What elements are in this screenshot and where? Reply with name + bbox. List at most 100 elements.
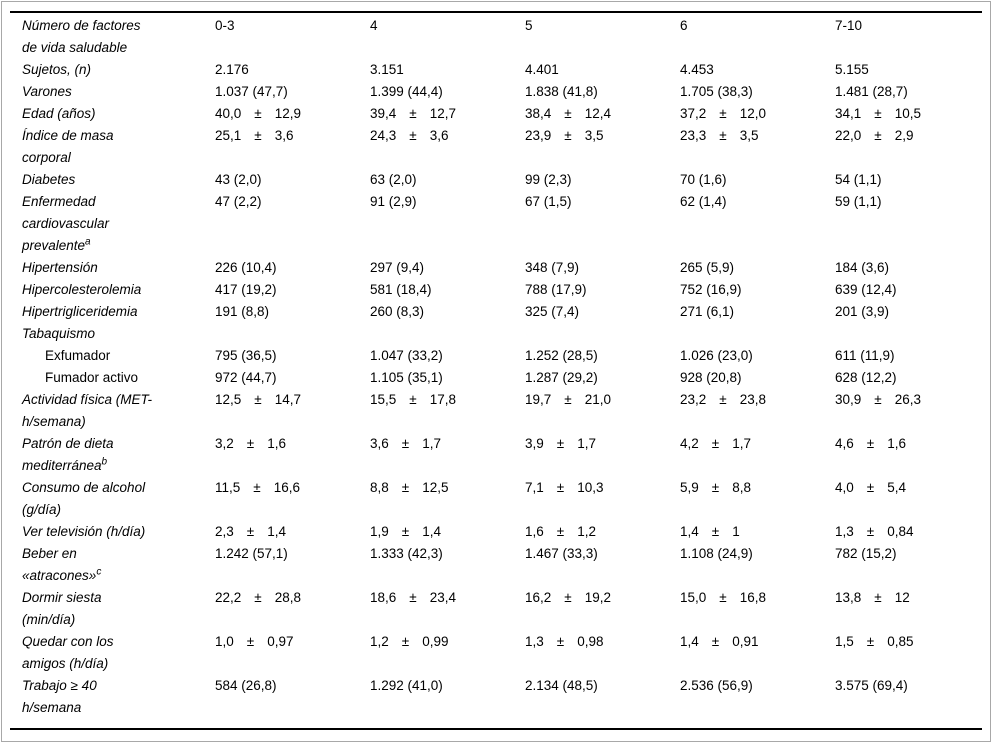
- cell-value: 417 (19,2): [215, 282, 277, 297]
- table-cell: 1,0 ±0,97: [215, 631, 370, 675]
- table-cell: 1,3 ±0,84: [835, 521, 982, 543]
- cell-mean: 4,6: [835, 436, 854, 451]
- table-cell: 7-10: [835, 15, 982, 59]
- row-label: Exfumador: [22, 345, 215, 367]
- cell-value: 7-10: [835, 18, 863, 33]
- cell-value: 6: [680, 18, 688, 33]
- cell-mean: 1,2: [370, 634, 389, 649]
- row-label: Ver televisión (h/día): [22, 521, 215, 543]
- row-label-line: amigos (h/día): [22, 656, 109, 671]
- table-cell: 2.176: [215, 59, 370, 81]
- row-label-line: Quedar con los: [22, 634, 114, 649]
- cell-value: 4: [370, 18, 378, 33]
- table-cell: 1.292 (41,0): [370, 675, 525, 719]
- footnote-marker: b: [101, 456, 108, 468]
- table-cell: 184 (3,6): [835, 257, 982, 279]
- row-label-line: Tabaquismo: [22, 326, 96, 341]
- cell-mean: 15,5: [370, 392, 397, 407]
- table-row: Dormir siesta (min/día) 22,2 ±28,8 18,6 ±23,4…: [10, 587, 982, 631]
- cell-value: 1.399 (44,4): [370, 84, 443, 99]
- plus-minus: ±: [711, 436, 720, 451]
- plus-minus: ±: [874, 392, 882, 407]
- table-cell: 22,2 ±28,8: [215, 587, 370, 631]
- table-cell: 191 (8,8): [215, 301, 370, 323]
- row-label: Patrón de dieta mediterráneab: [22, 433, 215, 477]
- cell-mean: 1,0: [215, 634, 234, 649]
- cell-mean: 1,6: [525, 524, 544, 539]
- row-label-line: cardiovascular: [22, 216, 110, 231]
- table-row: Trabajo ≥ 40 h/semana 584 (26,8) 1.292 (41,…: [10, 675, 982, 719]
- cell-sd: 1,7: [422, 436, 441, 451]
- cell-value: 91 (2,9): [370, 194, 417, 209]
- table-cell: 265 (5,9): [680, 257, 835, 279]
- cell-sd: 0,84: [887, 524, 914, 539]
- row-label: Actividad física (MET-h/semana): [22, 389, 215, 433]
- cell-value: 1.481 (28,7): [835, 84, 908, 99]
- plus-minus: ±: [711, 634, 720, 649]
- plus-minus: ±: [874, 128, 882, 143]
- cell-value: 4.453: [680, 62, 714, 77]
- plus-minus: ±: [401, 480, 410, 495]
- cell-mean: 3,9: [525, 436, 544, 451]
- table-cell: [835, 323, 982, 345]
- cell-sd: 3,6: [429, 128, 449, 143]
- table-row: Ver televisión (h/día) 2,3 ±1,4 1,9 ±1,4 1,6 ±…: [10, 521, 982, 543]
- row-label-line: Enfermedad: [22, 194, 96, 209]
- plus-minus: ±: [556, 480, 565, 495]
- table-cell: 628 (12,2): [835, 367, 982, 389]
- row-label-line: prevalente: [22, 238, 86, 253]
- cell-value: 201 (3,9): [835, 304, 890, 319]
- plus-minus: ±: [409, 128, 417, 143]
- cell-mean: 5,9: [680, 480, 699, 495]
- table-cell: 3,9 ±1,7: [525, 433, 680, 477]
- table-cell: 3.151: [370, 59, 525, 81]
- plus-minus: ±: [254, 128, 262, 143]
- plus-minus: ±: [874, 590, 882, 605]
- cell-sd: 0,99: [422, 634, 449, 649]
- table-cell: 16,2 ±19,2: [525, 587, 680, 631]
- table-cell: 91 (2,9): [370, 191, 525, 257]
- table-cell: 15,0 ±16,8: [680, 587, 835, 631]
- cell-sd: 14,7: [274, 392, 301, 407]
- table-cell: 1,4 ±1: [680, 521, 835, 543]
- plus-minus: ±: [711, 524, 720, 539]
- plus-minus: ±: [246, 524, 255, 539]
- cell-mean: 11,5: [215, 480, 241, 495]
- table-cell: 1,9 ±1,4: [370, 521, 525, 543]
- cell-value: 1.467 (33,3): [525, 546, 598, 561]
- plus-minus: ±: [254, 590, 262, 605]
- cell-value: 67 (1,5): [525, 194, 572, 209]
- plus-minus: ±: [866, 634, 875, 649]
- cell-value: 611 (11,9): [835, 348, 895, 363]
- table-row: Hipercolesterolemia 417 (19,2) 581 (18,4) 7…: [10, 279, 982, 301]
- table-row: Hipertensión 226 (10,4) 297 (9,4) 348 (7,9)…: [10, 257, 982, 279]
- table-cell: 23,3 ±3,5: [680, 125, 835, 169]
- cell-sd: 23,4: [429, 590, 456, 605]
- cell-sd: 12: [894, 590, 910, 605]
- table-cell: 1,5 ±0,85: [835, 631, 982, 675]
- plus-minus: ±: [246, 634, 255, 649]
- cell-value: 325 (7,4): [525, 304, 580, 319]
- cell-mean: 38,4: [525, 106, 552, 121]
- row-label-line: «atracones»: [22, 568, 97, 583]
- cell-value: 348 (7,9): [525, 260, 580, 275]
- table-row: Tabaquismo: [10, 323, 982, 345]
- cell-value: 260 (8,3): [370, 304, 425, 319]
- table-cell: 972 (44,7): [215, 367, 370, 389]
- row-label-line: Actividad física (MET-: [22, 392, 153, 407]
- cell-sd: 12,7: [429, 106, 456, 121]
- table-row: Diabetes 43 (2,0) 63 (2,0) 99 (2,3) 70 (1,6)…: [10, 169, 982, 191]
- cell-mean: 7,1: [525, 480, 544, 495]
- cell-value: 226 (10,4): [215, 260, 277, 275]
- table-cell: 2,3 ±1,4: [215, 521, 370, 543]
- row-label: Edad (años): [22, 103, 215, 125]
- table-cell: 38,4 ±12,4: [525, 103, 680, 125]
- table-cell: 7,1 ±10,3: [525, 477, 680, 521]
- row-label-line: Dormir siesta: [22, 590, 102, 605]
- table-cell: 34,1 ±10,5: [835, 103, 982, 125]
- cell-value: 584 (26,8): [215, 678, 277, 693]
- cell-sd: 5,4: [887, 480, 906, 495]
- table-cell: 1.287 (29,2): [525, 367, 680, 389]
- cell-mean: 3,6: [370, 436, 389, 451]
- cell-value: 1.105 (35,1): [370, 370, 443, 385]
